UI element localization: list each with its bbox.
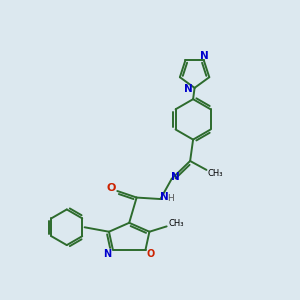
Text: H: H	[167, 194, 174, 203]
Text: N: N	[172, 172, 180, 182]
Text: N: N	[160, 192, 169, 202]
Text: O: O	[107, 183, 116, 193]
Text: N: N	[200, 51, 209, 61]
Text: CH₃: CH₃	[168, 219, 184, 228]
Text: O: O	[147, 249, 155, 259]
Text: N: N	[184, 84, 192, 94]
Text: CH₃: CH₃	[208, 169, 224, 178]
Text: N: N	[103, 249, 111, 259]
